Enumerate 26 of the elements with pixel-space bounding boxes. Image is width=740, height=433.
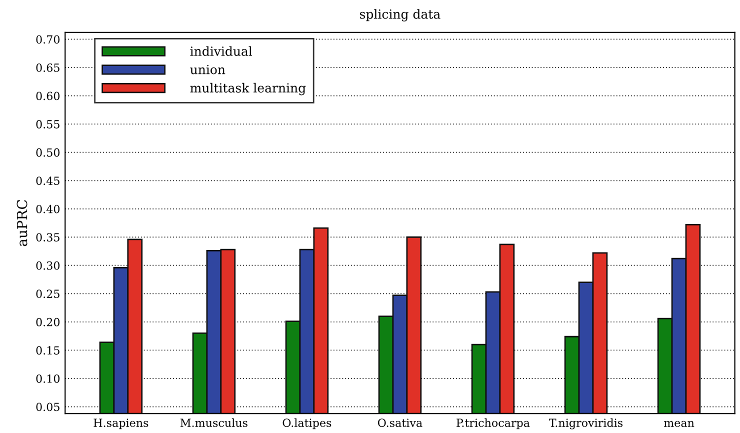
y-tick-label: 0.40: [36, 204, 60, 214]
x-tick-label: mean: [664, 420, 694, 427]
y-tick-label: 0.25: [36, 290, 60, 298]
x-tick-label: M.musculus: [180, 418, 248, 427]
y-tick-label: 0.65: [36, 64, 60, 72]
y-tick-label: 0.60: [36, 92, 60, 100]
y-tick-label: 0.15: [36, 346, 60, 355]
y-tick-label: 0.10: [36, 374, 60, 383]
y-tick-label: 0.20: [36, 318, 60, 326]
x-tick-label: T.nigroviridis: [549, 418, 623, 430]
y-tick-label: 0.45: [36, 176, 60, 185]
y-tick-label: 0.35: [36, 233, 60, 242]
legend-label: multitask learning: [190, 82, 306, 96]
y-tick-label: 0.30: [36, 261, 60, 270]
y-axis-title: auPRC: [16, 200, 28, 246]
x-tick-label: O.latipes: [282, 418, 332, 430]
x-tick-label: P.trichocarpa: [456, 418, 530, 430]
legend-label: union: [190, 64, 226, 74]
y-tick-label: 0.05: [36, 402, 60, 412]
x-tick-label: O.sativa: [378, 418, 422, 427]
y-tick-label: 0.55: [36, 120, 60, 128]
y-tick-label: 0.50: [36, 148, 60, 157]
y-tick-label: 0.70: [36, 35, 60, 44]
chart-title: splicing data: [360, 9, 440, 22]
x-tick-label: H.sapiens: [94, 418, 148, 430]
legend-label: individual: [190, 46, 252, 56]
